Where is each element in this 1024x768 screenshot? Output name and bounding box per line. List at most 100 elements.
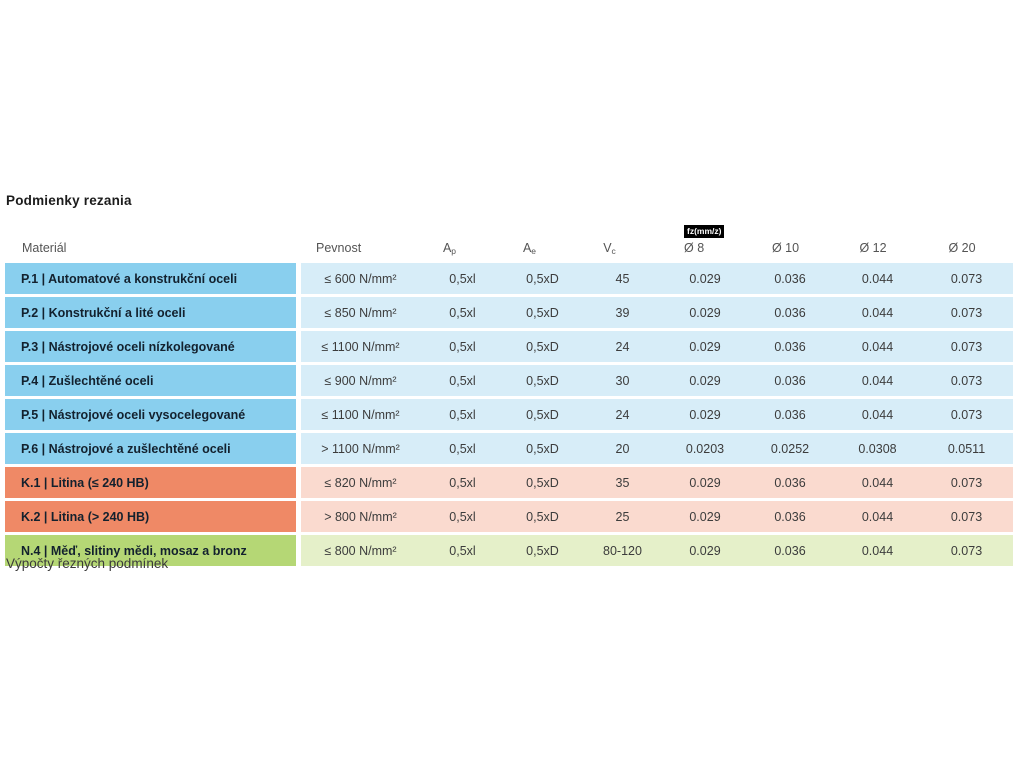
fz-d8-cell: 0.029 [665,331,745,362]
fz-d20-cell: 0.073 [920,535,1013,566]
col-header-d10: Ø 10 [771,240,800,255]
col-header-vc-sub: c [611,245,616,256]
ae-cell: 0,5xD [505,501,580,532]
fz-d8-cell: 0.029 [665,365,745,396]
ap-cell: 0,5xl [420,467,505,498]
table-row: P.2 | Konstrukční a lité oceli ≤ 850 N/m… [5,297,1013,328]
table-row: P.6 | Nástrojové a zušlechtěné oceli > 1… [5,433,1013,464]
fz-d10-cell: 0.036 [745,501,835,532]
col-header-ap-sub: p [451,245,457,256]
fz-d10-cell: 0.036 [745,535,835,566]
pevnost-cell: > 800 N/mm² [301,501,420,532]
ap-cell: 0,5xl [420,433,505,464]
vc-cell: 35 [580,467,665,498]
col-header-vc-base: V [603,240,612,255]
ae-cell: 0,5xD [505,297,580,328]
ap-cell: 0,5xl [420,331,505,362]
fz-d12-cell: 0.044 [835,535,920,566]
caption: Výpočty řezných podmínek [6,556,169,571]
material-cell: K.2 | Litina (> 240 HB) [5,501,301,532]
ap-cell: 0,5xl [420,535,505,566]
cutting-conditions-table: Materiál Pevnost Ap Ae Vc fz(mm/z) Ø 8 Ø… [5,219,1013,569]
ae-cell: 0,5xD [505,331,580,362]
col-header-ae-base: A [522,240,532,255]
table-row: P.3 | Nástrojové oceli nízkolegované ≤ 1… [5,331,1013,362]
fz-d12-cell: 0.044 [835,501,920,532]
table-header-row: Materiál Pevnost Ap Ae Vc fz(mm/z) Ø 8 Ø… [5,222,1013,260]
vc-cell: 45 [580,263,665,294]
fz-d12-cell: 0.0308 [835,433,920,464]
col-header-ap-base: A [442,240,452,255]
fz-d8-cell: 0.029 [665,263,745,294]
col-header-ae: Ae [505,222,580,260]
material-cell: N.4 | Měď, slitiny mědi, mosaz a bronz [5,535,301,566]
fz-d8-cell: 0.029 [665,297,745,328]
pevnost-cell: ≤ 820 N/mm² [301,467,420,498]
vc-cell: 39 [580,297,665,328]
material-cell: P.5 | Nástrojové oceli vysocelegované [5,399,301,430]
fz-d10-cell: 0.036 [745,365,835,396]
pevnost-cell: ≤ 600 N/mm² [301,263,420,294]
pevnost-cell: ≤ 850 N/mm² [301,297,420,328]
fz-d10-cell: 0.036 [745,467,835,498]
material-cell: K.1 | Litina (≤ 240 HB) [5,467,301,498]
ap-cell: 0,5xl [420,263,505,294]
fz-d10-cell: 0.036 [745,297,835,328]
ae-cell: 0,5xD [505,535,580,566]
fz-d20-cell: 0.073 [920,501,1013,532]
col-header-ae-sub: e [531,245,537,256]
fz-d12-cell: 0.044 [835,263,920,294]
fz-d12-cell: 0.044 [835,467,920,498]
table-row: P.5 | Nástrojové oceli vysocelegované ≤ … [5,399,1013,430]
fz-d8-cell: 0.0203 [665,433,745,464]
fz-d20-cell: 0.073 [920,263,1013,294]
pevnost-cell: ≤ 1100 N/mm² [301,331,420,362]
col-header-material: Materiál [22,240,67,255]
table-row: K.2 | Litina (> 240 HB) > 800 N/mm² 0,5x… [5,501,1013,532]
vc-cell: 24 [580,331,665,362]
ae-cell: 0,5xD [505,399,580,430]
col-header-d8: fz(mm/z) Ø 8 [665,222,745,260]
vc-cell: 24 [580,399,665,430]
table-row: P.4 | Zušlechtěné oceli ≤ 900 N/mm² 0,5x… [5,365,1013,396]
fz-d8-cell: 0.029 [665,535,745,566]
col-header-pevnost: Pevnost [316,240,362,255]
ap-cell: 0,5xl [420,365,505,396]
page-title: Podmienky rezania [6,193,132,208]
vc-cell: 80-120 [580,535,665,566]
fz-d10-cell: 0.036 [745,263,835,294]
fz-d20-cell: 0.073 [920,297,1013,328]
table-row: K.1 | Litina (≤ 240 HB) ≤ 820 N/mm² 0,5x… [5,467,1013,498]
fz-d8-cell: 0.029 [665,399,745,430]
material-cell: P.4 | Zušlechtěné oceli [5,365,301,396]
fz-d20-cell: 0.073 [920,399,1013,430]
fz-d8-cell: 0.029 [665,467,745,498]
fz-d20-cell: 0.0511 [920,433,1013,464]
table-row: P.1 | Automatové a konstrukční oceli ≤ 6… [5,263,1013,294]
material-cell: P.1 | Automatové a konstrukční oceli [5,263,301,294]
pevnost-cell: ≤ 800 N/mm² [301,535,420,566]
ae-cell: 0,5xD [505,263,580,294]
material-cell: P.6 | Nástrojové a zušlechtěné oceli [5,433,301,464]
vc-cell: 25 [580,501,665,532]
vc-cell: 20 [580,433,665,464]
material-cell: P.2 | Konstrukční a lité oceli [5,297,301,328]
pevnost-cell: ≤ 1100 N/mm² [301,399,420,430]
material-cell: P.3 | Nástrojové oceli nízkolegované [5,331,301,362]
table-row: N.4 | Měď, slitiny mědi, mosaz a bronz ≤… [5,535,1013,566]
fz-d8-cell: 0.029 [665,501,745,532]
ae-cell: 0,5xD [505,467,580,498]
fz-d20-cell: 0.073 [920,467,1013,498]
ae-cell: 0,5xD [505,365,580,396]
fz-d12-cell: 0.044 [835,399,920,430]
col-header-d12: Ø 12 [859,240,887,255]
col-header-d20: Ø 20 [948,240,976,255]
fz-d10-cell: 0.036 [745,331,835,362]
fz-d10-cell: 0.0252 [745,433,835,464]
fz-d10-cell: 0.036 [745,399,835,430]
vc-cell: 30 [580,365,665,396]
fz-d20-cell: 0.073 [920,365,1013,396]
ap-cell: 0,5xl [420,501,505,532]
ap-cell: 0,5xl [420,297,505,328]
